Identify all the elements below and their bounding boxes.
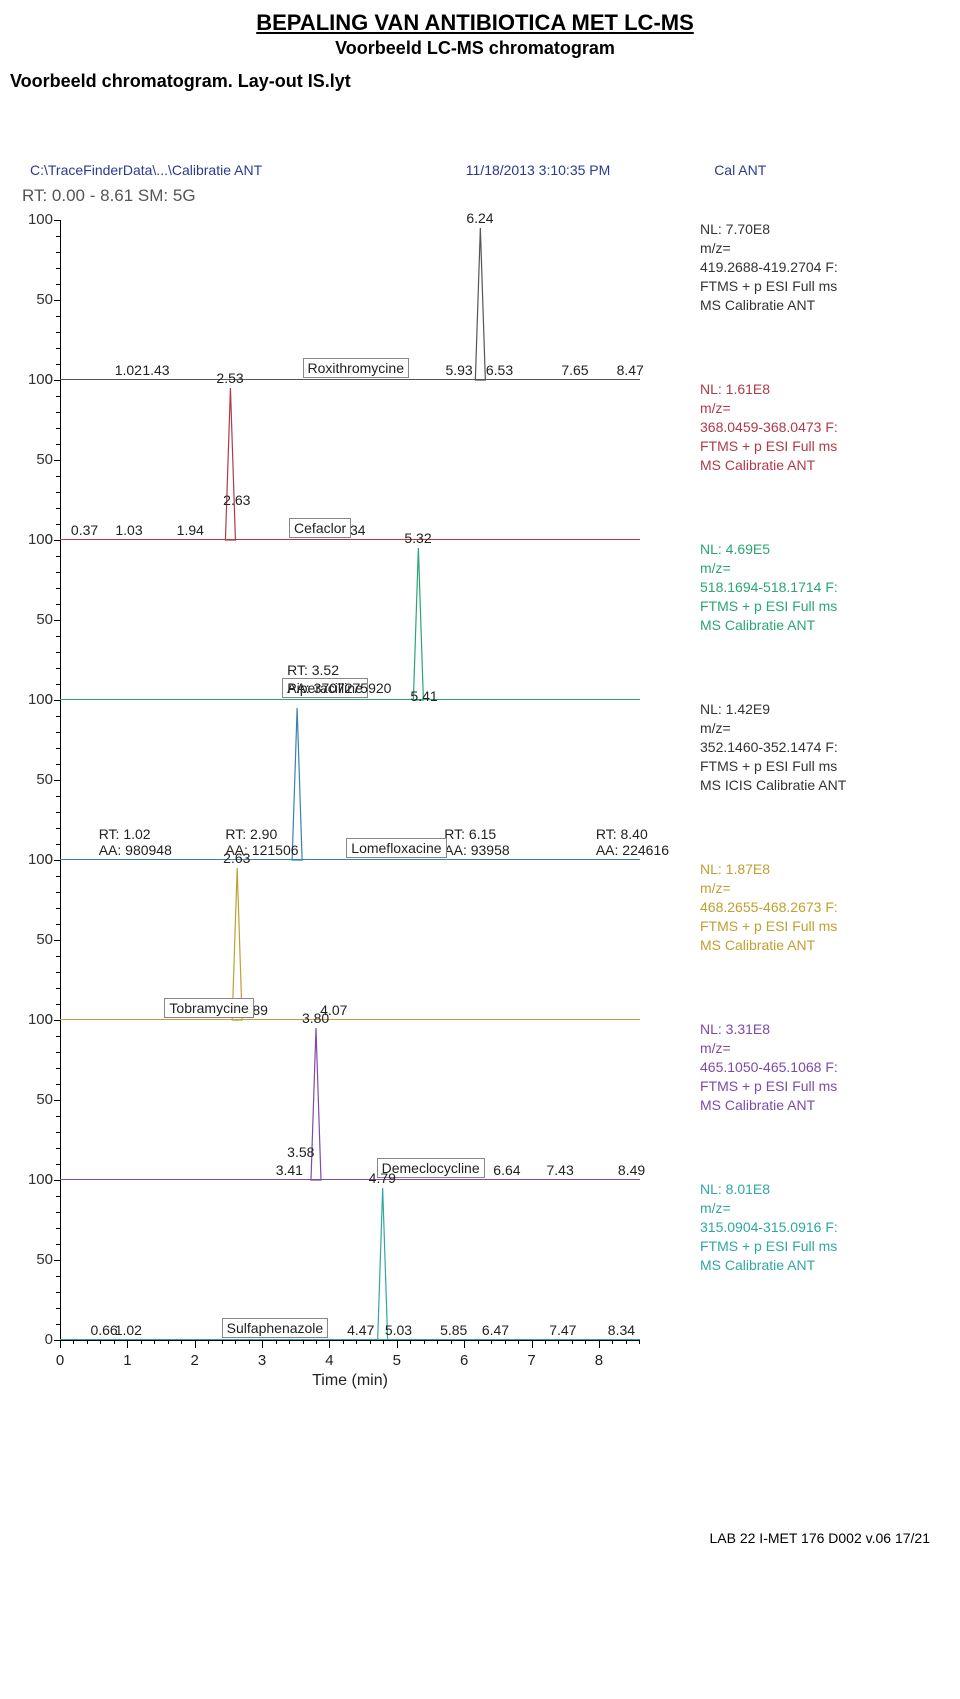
compound-label: Cefaclor xyxy=(289,518,351,538)
minor-rt-label: 1.43 xyxy=(142,362,169,378)
x-tick-label: 2 xyxy=(191,1352,199,1369)
minor-rt-label: 1.02 xyxy=(115,1322,142,1338)
y-tick-label: 50 xyxy=(15,931,53,948)
compound-label: Sulfaphenazole xyxy=(222,1318,329,1338)
peak-rt-label: RT: 2.90 xyxy=(225,826,277,842)
y-tick-label: 100 xyxy=(15,851,53,868)
y-tick-label: 100 xyxy=(15,1011,53,1028)
y-tick-label: 50 xyxy=(15,1091,53,1108)
minor-rt-label: 5.85 xyxy=(440,1322,467,1338)
minor-rt-label: 6.47 xyxy=(482,1322,509,1338)
meta-name: Cal ANT xyxy=(714,162,766,178)
minor-rt-label: 1.94 xyxy=(177,522,204,538)
minor-rt-label: 7.43 xyxy=(547,1162,574,1178)
panel-side-annotation: NL: 1.61E8m/z=368.0459-368.0473 F:FTMS +… xyxy=(700,380,960,474)
panel-side-annotation: NL: 7.70E8m/z=419.2688-419.2704 F:FTMS +… xyxy=(700,220,960,314)
minor-rt-label: 1.02 xyxy=(115,362,142,378)
compound-label: Roxithromycine xyxy=(303,358,409,378)
minor-rt-label: 3.58 xyxy=(287,1144,314,1160)
minor-rt-label: 6.64 xyxy=(493,1162,520,1178)
y-tick-label: 100 xyxy=(15,531,53,548)
x-tick-label: 3 xyxy=(258,1352,266,1369)
peak-aa-label: AA: 3707275920 xyxy=(287,680,391,696)
doc-title: BEPALING VAN ANTIBIOTICA MET LC-MS xyxy=(10,10,940,36)
chromatogram-chart: 0501006.241.021.435.936.537.658.47Roxith… xyxy=(10,210,930,1400)
minor-rt-label: 3.41 xyxy=(276,1162,303,1178)
panel-side-annotation: NL: 3.31E8m/z=465.1050-465.1068 F:FTMS +… xyxy=(700,1020,960,1114)
peak-aa-label: AA: 224616 xyxy=(596,842,669,858)
panel-side-annotation: NL: 8.01E8m/z=315.0904-315.0916 F:FTMS +… xyxy=(700,1180,960,1274)
meta-line: C:\TraceFinderData\...\Calibratie ANT 11… xyxy=(30,162,940,178)
x-tick-label: 1 xyxy=(123,1352,131,1369)
y-tick-label: 0 xyxy=(15,1331,53,1348)
x-tick-label: 8 xyxy=(595,1352,603,1369)
panel-side-annotation: NL: 1.87E8m/z=468.2655-468.2673 F:FTMS +… xyxy=(700,860,960,954)
minor-rt-label: 2.63 xyxy=(223,492,250,508)
minor-rt-label: 5.03 xyxy=(385,1322,412,1338)
compound-label: Tobramycine xyxy=(164,998,253,1018)
y-tick-label: 100 xyxy=(15,371,53,388)
y-tick-label: 50 xyxy=(15,291,53,308)
peak-aa-label: AA: 93958 xyxy=(444,842,509,858)
peak-rt-label: RT: 6.15 xyxy=(444,826,496,842)
panel-side-annotation: NL: 1.42E9m/z=352.1460-352.1474 F:FTMS +… xyxy=(700,700,960,794)
y-tick-label: 50 xyxy=(15,771,53,788)
x-tick-label: 4 xyxy=(325,1352,333,1369)
y-tick-label: 50 xyxy=(15,611,53,628)
minor-rt-label: 8.34 xyxy=(608,1322,635,1338)
peak-rt-label: RT: 1.02 xyxy=(99,826,151,842)
compound-label: Lomefloxacine xyxy=(346,838,446,858)
minor-rt-label: 7.47 xyxy=(549,1322,576,1338)
peak-aa-label: AA: 980948 xyxy=(99,842,172,858)
panel-side-annotation: NL: 4.69E5m/z=518.1694-518.1714 F:FTMS +… xyxy=(700,540,960,634)
y-tick-label: 100 xyxy=(15,1171,53,1188)
x-tick-label: 7 xyxy=(527,1352,535,1369)
minor-rt-label: 8.47 xyxy=(617,362,644,378)
minor-rt-label: 6.53 xyxy=(486,362,513,378)
y-tick-label: 100 xyxy=(15,691,53,708)
minor-rt-label: 1.03 xyxy=(115,522,142,538)
x-tick-label: 0 xyxy=(56,1352,64,1369)
minor-rt-label: 4.47 xyxy=(347,1322,374,1338)
doc-caption: Voorbeeld chromatogram. Lay-out IS.lyt xyxy=(10,71,940,92)
doc-subtitle: Voorbeeld LC-MS chromatogram xyxy=(10,38,940,59)
y-tick-label: 50 xyxy=(15,451,53,468)
peak-rt-label: RT: 8.40 xyxy=(596,826,648,842)
minor-rt-label: 0.37 xyxy=(71,522,98,538)
y-tick-label: 100 xyxy=(15,211,53,228)
meta-date: 11/18/2013 3:10:35 PM xyxy=(466,162,611,178)
minor-rt-label: 8.49 xyxy=(618,1162,645,1178)
minor-rt-label: 0.66 xyxy=(90,1322,117,1338)
peak-rt-label: RT: 3.52 xyxy=(287,662,339,678)
x-axis-label: Time (min) xyxy=(312,1372,388,1390)
page-footer: LAB 22 I-MET 176 D002 v.06 17/21 xyxy=(10,1530,940,1546)
minor-rt-label: 7.65 xyxy=(561,362,588,378)
meta-path: C:\TraceFinderData\...\Calibratie ANT xyxy=(30,162,262,178)
rt-range: RT: 0.00 - 8.61 SM: 5G xyxy=(22,186,940,206)
minor-rt-label: 5.93 xyxy=(445,362,472,378)
x-tick-label: 5 xyxy=(393,1352,401,1369)
y-tick-label: 50 xyxy=(15,1251,53,1268)
x-tick-label: 6 xyxy=(460,1352,468,1369)
